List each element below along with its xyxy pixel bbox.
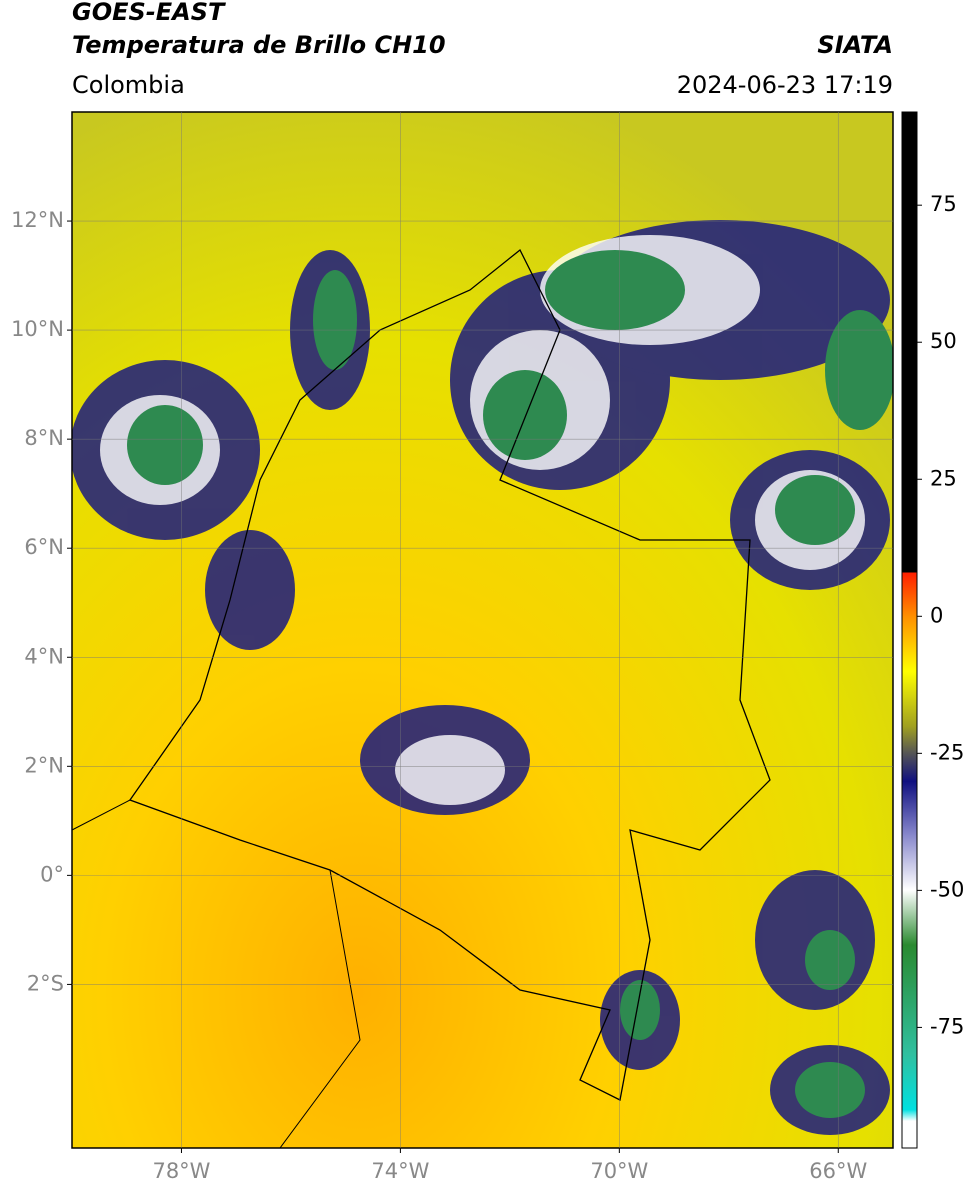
lat-tick-label: 4°N [24, 644, 64, 668]
colorbar-tick-label: 25 [930, 466, 957, 490]
colorbar-tick-label: -25 [930, 740, 964, 764]
subtitle: Temperatura de Brillo CH10 [72, 31, 446, 59]
title: GOES-EAST [72, 0, 226, 26]
source: SIATA [817, 31, 893, 59]
map-imagery [72, 112, 893, 1148]
lon-tick-label: 74°W [371, 1159, 429, 1183]
lat-tick-label: 6°N [24, 535, 64, 559]
lon-tick-label: 66°W [809, 1159, 867, 1183]
lat-tick-label: 0° [40, 862, 64, 886]
lat-tick-label: 12°N [11, 208, 64, 232]
colorbar [901, 111, 918, 1149]
lon-tick-label: 78°W [152, 1159, 210, 1183]
lat-tick-label: 2°N [24, 753, 64, 777]
lat-tick-label: 2°S [27, 971, 64, 995]
map-frame [71, 111, 894, 1149]
lat-tick-label: 8°N [24, 426, 64, 450]
lon-tick-label: 70°W [590, 1159, 648, 1183]
lat-tick-label: 10°N [11, 317, 64, 341]
datetime: 2024-06-23 17:19 [677, 71, 893, 99]
colorbar-tick-label: -75 [930, 1014, 964, 1038]
colorbar-tick-label: -50 [930, 877, 964, 901]
colorbar-tick-label: 0 [930, 603, 943, 627]
region: Colombia [72, 71, 185, 99]
colorbar-tick-label: 75 [930, 192, 957, 216]
colorbar-tick-label: 50 [930, 329, 957, 353]
